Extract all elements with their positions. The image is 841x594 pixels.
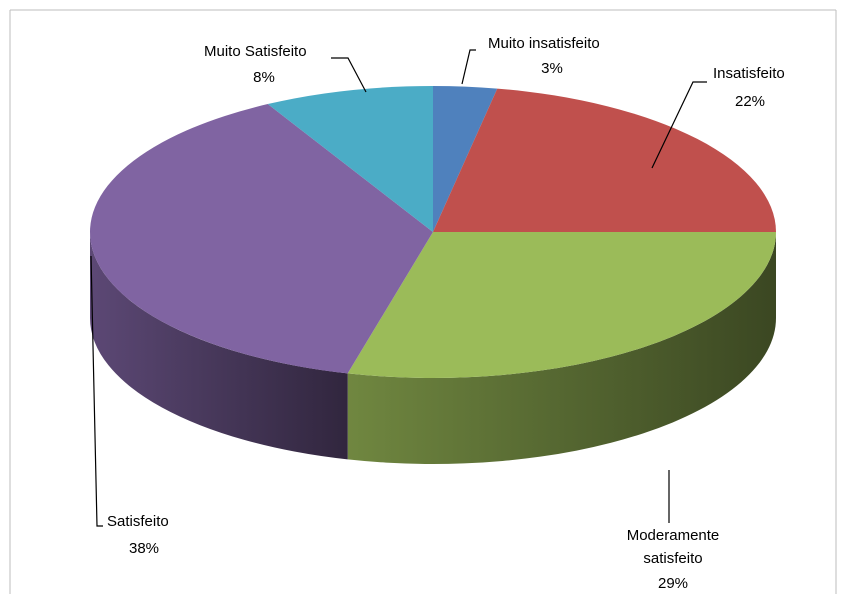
slice-label-satisfeito: Satisfeito	[107, 513, 169, 530]
pie-slice-insatisfeito	[433, 88, 777, 232]
leader-line-satisfeito	[90, 255, 103, 527]
slice-label-muito-satisfeito: Muito Satisfeito	[204, 43, 307, 60]
pie-side-walls	[90, 232, 776, 464]
leader-line-insatisfeito	[651, 81, 707, 169]
slice-label-insatisfeito: Insatisfeito	[713, 65, 785, 82]
slice-percent-satisfeito: 38%	[129, 540, 159, 557]
pie-slice-muito-insatisfeito	[433, 86, 498, 232]
pie-side-moderamente-satisfeito	[347, 232, 776, 464]
pie-slice-satisfeito	[90, 104, 433, 374]
slice-percent-muito-satisfeito: 8%	[253, 69, 275, 86]
slice-label-moderamente-satisfeito: satisfeito	[643, 550, 702, 567]
pie-top-face	[90, 86, 777, 378]
slice-label-moderamente-satisfeito: Moderamente	[627, 527, 720, 544]
pie-labels: Muito insatisfeito 3% Insatisfeito 22% Moder…	[90, 35, 785, 592]
pie-slice-muito-satisfeito	[267, 86, 433, 232]
slice-percent-insatisfeito: 22%	[735, 93, 765, 110]
pie-side-satisfeito	[90, 232, 348, 460]
leader-line-muito-satisfeito	[331, 57, 367, 93]
pie-slice-moderamente-satisfeito	[347, 232, 776, 378]
slice-label-muito-insatisfeito: Muito insatisfeito	[488, 35, 600, 52]
slice-percent-moderamente-satisfeito: 29%	[658, 575, 688, 592]
slice-percent-muito-insatisfeito: 3%	[541, 60, 563, 77]
leader-line-muito-insatisfeito	[461, 49, 476, 85]
